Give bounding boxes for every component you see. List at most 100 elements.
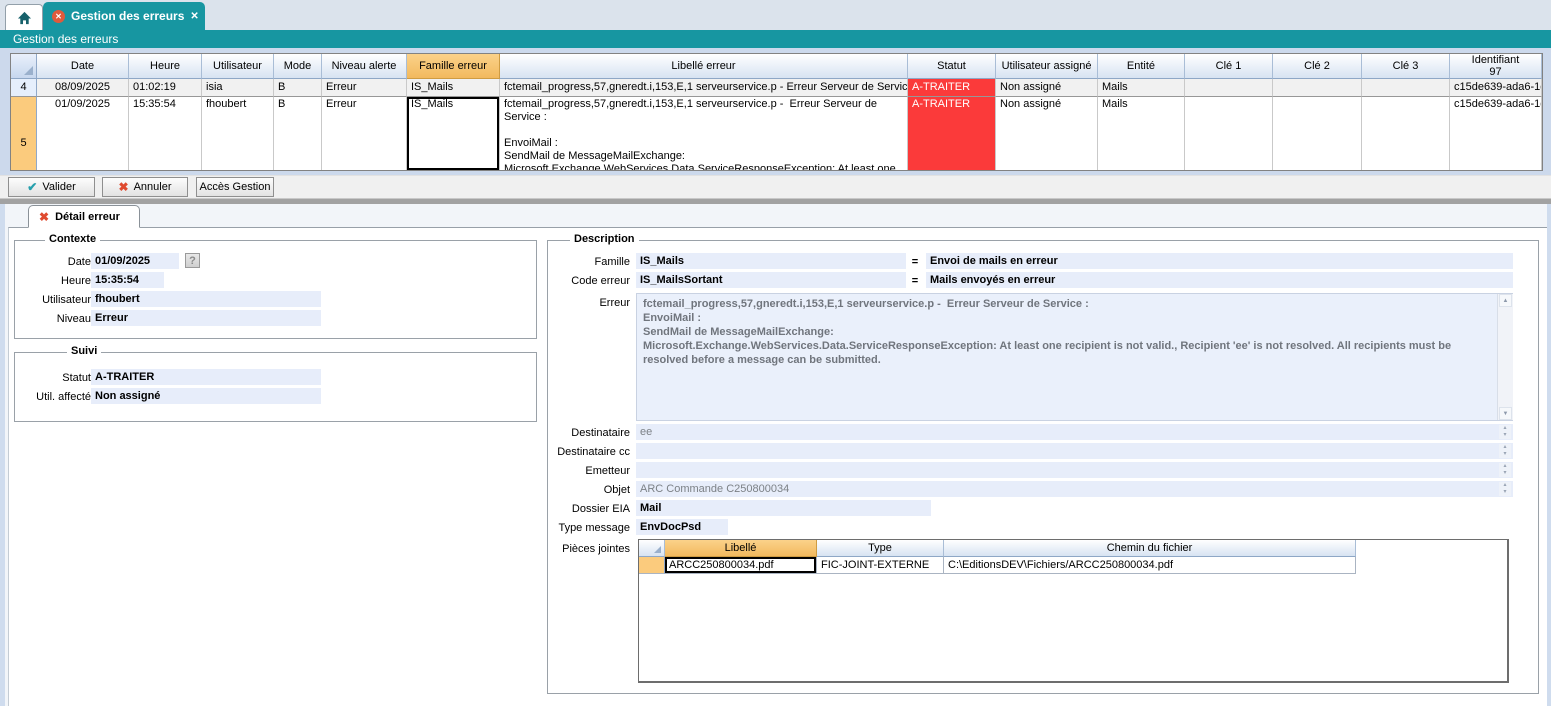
cell-cle1[interactable]: [1185, 79, 1273, 97]
emetteur-label: Emetteur: [585, 465, 630, 477]
row-number[interactable]: 4: [11, 79, 37, 97]
acces-gestion-button[interactable]: Accès Gestion: [196, 177, 274, 197]
niveau-field[interactable]: Erreur: [91, 310, 321, 326]
type-message-label: Type message: [558, 522, 630, 534]
row-number-selected[interactable]: 5: [11, 97, 37, 170]
col-header-famille-erreur[interactable]: Famille erreur: [407, 54, 500, 79]
detail-tab-label: Détail erreur: [55, 210, 120, 223]
emetteur-field[interactable]: [636, 462, 1513, 478]
att-col-header-type[interactable]: Type: [817, 540, 944, 557]
cell-cle2[interactable]: [1273, 97, 1362, 170]
famille-field[interactable]: IS_Mails: [636, 253, 906, 269]
cell-entite[interactable]: Mails: [1098, 79, 1185, 97]
scroll-down-icon[interactable]: ▼: [1499, 407, 1512, 420]
att-col-header-chemin[interactable]: Chemin du fichier: [944, 540, 1356, 557]
cell-entite[interactable]: Mails: [1098, 97, 1185, 170]
cell-famille-erreur-focused[interactable]: IS_Mails: [407, 97, 500, 170]
tab-label: Gestion des erreurs: [71, 9, 185, 23]
dossier-eia-label: Dossier EIA: [571, 503, 630, 515]
cell-utilisateur[interactable]: fhoubert: [202, 97, 274, 170]
code-desc-field[interactable]: Mails envoyés en erreur: [926, 272, 1513, 288]
cell-cle3[interactable]: [1362, 97, 1450, 170]
objet-field[interactable]: ARC Commande C250800034: [636, 481, 1513, 497]
col-header-heure[interactable]: Heure: [129, 54, 202, 79]
tab-detail-erreur[interactable]: ✖ Détail erreur: [28, 205, 140, 228]
cell-mode[interactable]: B: [274, 79, 322, 97]
date-picker-button[interactable]: ?: [185, 253, 200, 268]
cell-utilisateur-assigne[interactable]: Non assigné: [996, 97, 1098, 170]
tab-gestion-des-erreurs[interactable]: ✕ Gestion des erreurs ✕: [43, 2, 205, 30]
col-header-niveau-alerte[interactable]: Niveau alerte: [322, 54, 407, 79]
cell-cle1[interactable]: [1185, 97, 1273, 170]
col-header-utilisateur[interactable]: Utilisateur: [202, 54, 274, 79]
utilisateur-field[interactable]: fhoubert: [91, 291, 321, 307]
cell-libelle-erreur[interactable]: fctemail_progress,57,gneredt.i,153,E,1 s…: [500, 97, 908, 170]
cell-libelle-erreur[interactable]: fctemail_progress,57,gneredt.i,153,E,1 s…: [500, 79, 908, 97]
col-header-cle3[interactable]: Clé 3: [1362, 54, 1450, 79]
col-header-libelle-erreur[interactable]: Libellé erreur: [500, 54, 908, 79]
cell-utilisateur[interactable]: isia: [202, 79, 274, 97]
col-header-statut[interactable]: Statut: [908, 54, 996, 79]
code-erreur-field[interactable]: IS_MailsSortant: [636, 272, 906, 288]
attachments-listbox: Libellé Type Chemin du fichier ARCC25080…: [638, 539, 1509, 683]
cell-date[interactable]: 08/09/2025: [37, 79, 129, 97]
famille-equals: =: [911, 256, 919, 268]
col-header-utilisateur-assigne[interactable]: Utilisateur assigné: [996, 54, 1098, 79]
erreur-textarea[interactable]: fctemail_progress,57,gneredt.i,153,E,1 s…: [636, 293, 1513, 421]
cell-heure[interactable]: 01:02:19: [129, 79, 202, 97]
famille-desc-field[interactable]: Envoi de mails en erreur: [926, 253, 1513, 269]
groupbox-description: Description Famille IS_Mails = Envoi de …: [547, 233, 1539, 694]
statut-field[interactable]: A-TRAITER: [91, 369, 321, 385]
cell-cle3[interactable]: [1362, 79, 1450, 97]
att-col-header-libelle[interactable]: Libellé: [665, 540, 817, 557]
cell-cle2[interactable]: [1273, 79, 1362, 97]
cell-mode[interactable]: B: [274, 97, 322, 170]
att-cell-libelle-focused[interactable]: ARCC250800034.pdf: [665, 557, 817, 574]
col-header-cle2[interactable]: Clé 2: [1273, 54, 1362, 79]
valider-button[interactable]: ✔ Valider: [8, 177, 95, 197]
cell-utilisateur-assigne[interactable]: Non assigné: [996, 79, 1098, 97]
col-header-mode[interactable]: Mode: [274, 54, 322, 79]
destinataire-spinner[interactable]: ▴ ▾: [1499, 425, 1511, 439]
heure-field[interactable]: 15:35:54: [91, 272, 164, 288]
col-header-entite[interactable]: Entité: [1098, 54, 1185, 79]
cell-statut[interactable]: A-TRAITER: [908, 97, 996, 170]
col-header-date[interactable]: Date: [37, 54, 129, 79]
type-message-field[interactable]: EnvDocPsd: [636, 519, 728, 535]
cell-identifiant[interactable]: c15de639-ada6-1d: [1450, 97, 1542, 170]
destinataire-cc-field[interactable]: [636, 443, 1513, 459]
destinataire-field[interactable]: ee: [636, 424, 1513, 440]
objet-spinner[interactable]: ▴ ▾: [1499, 482, 1511, 496]
cell-date[interactable]: 01/09/2025: [37, 97, 129, 170]
destinataire-label: Destinataire: [571, 427, 630, 439]
cell-heure[interactable]: 15:35:54: [129, 97, 202, 170]
attachments-corner[interactable]: [639, 540, 665, 557]
destinataire-cc-spinner[interactable]: ▴ ▾: [1499, 444, 1511, 458]
select-all-corner[interactable]: [11, 54, 37, 79]
att-cell-type[interactable]: FIC-JOINT-EXTERNE: [817, 557, 944, 574]
erreur-scrollbar[interactable]: ▲ ▼: [1497, 294, 1513, 420]
cell-niveau-alerte[interactable]: Erreur: [322, 97, 407, 170]
splitter-bar[interactable]: [0, 198, 1551, 204]
cell-statut[interactable]: A-TRAITER: [908, 79, 996, 97]
date-field[interactable]: 01/09/2025: [91, 253, 179, 269]
destinataire-cc-label: Destinataire cc: [557, 446, 630, 458]
att-cell-chemin[interactable]: C:\EditionsDEV\Fichiers/ARCC250800034.pd…: [944, 557, 1356, 574]
scroll-up-icon[interactable]: ▲: [1499, 294, 1512, 307]
att-row-selector[interactable]: [639, 557, 665, 574]
cell-identifiant[interactable]: c15de639-ada6-1d: [1450, 79, 1542, 97]
right-edge-strip: [1547, 204, 1551, 706]
util-affecte-field[interactable]: Non assigné: [91, 388, 321, 404]
tab-close-icon[interactable]: ✕: [190, 10, 199, 22]
col-header-cle1[interactable]: Clé 1: [1185, 54, 1273, 79]
dossier-eia-field[interactable]: Mail: [636, 500, 931, 516]
page-title: Gestion des erreurs: [0, 30, 1551, 48]
cell-niveau-alerte[interactable]: Erreur: [322, 79, 407, 97]
cell-famille-erreur[interactable]: IS_Mails: [407, 79, 500, 97]
groupbox-suivi: Suivi Statut A-TRAITER Util. affecté Non…: [14, 345, 537, 422]
col-header-identifiant[interactable]: Identifiant 97: [1450, 54, 1542, 79]
annuler-button[interactable]: ✖ Annuler: [102, 177, 188, 197]
select-all-triangle-icon: [24, 66, 33, 75]
tab-home[interactable]: [5, 4, 43, 31]
emetteur-spinner[interactable]: ▴ ▾: [1499, 463, 1511, 477]
